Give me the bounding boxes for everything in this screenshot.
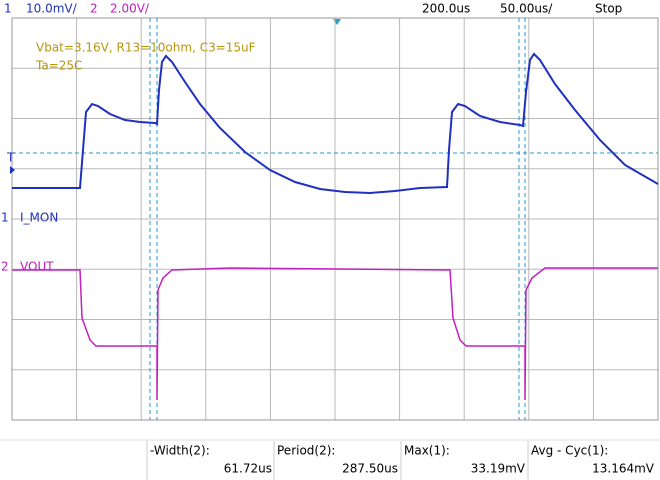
measure-value: 13.164mV bbox=[592, 462, 655, 476]
measure-label: Period(2): bbox=[277, 444, 335, 458]
measurements: -Width(2): 61.72us Period(2): 287.50us Max(1… bbox=[146, 441, 655, 480]
ch1-waveform bbox=[12, 52, 659, 195]
time-position: 200.0us bbox=[422, 2, 470, 16]
run-state: Stop bbox=[595, 2, 622, 16]
measure-value: 61.72us bbox=[224, 462, 272, 476]
channel-number: 2 bbox=[1, 260, 9, 274]
measure-label: -Width(2): bbox=[150, 444, 210, 458]
channel-number: 1 bbox=[1, 211, 9, 225]
ch2-waveform bbox=[12, 267, 658, 401]
trigger-marker: T bbox=[6, 151, 15, 165]
measure-label: Max(1): bbox=[404, 444, 450, 458]
measure-value: 287.50us bbox=[342, 462, 398, 476]
cursors bbox=[12, 18, 658, 420]
measure-label: Avg - Cyc(1): bbox=[531, 444, 608, 458]
graticule-frame bbox=[11, 17, 659, 421]
channel-label: I_MON bbox=[20, 211, 58, 225]
ch2-number: 2 bbox=[90, 2, 98, 16]
measure-value: 33.19mV bbox=[471, 462, 526, 476]
annotation-line: Ta=25C bbox=[35, 59, 82, 73]
ch1-number: 1 bbox=[4, 2, 12, 16]
channel-label: VOUT bbox=[20, 260, 54, 274]
trigger-arrow bbox=[10, 166, 15, 174]
annotation-line: Vbat=3.16V, R13=10ohm, C3=15uF bbox=[36, 41, 256, 55]
ch1-scale: 10.0mV/ bbox=[26, 2, 78, 16]
time-scale: 50.00us/ bbox=[500, 2, 553, 16]
ch2-scale: 2.00V/ bbox=[110, 2, 150, 16]
